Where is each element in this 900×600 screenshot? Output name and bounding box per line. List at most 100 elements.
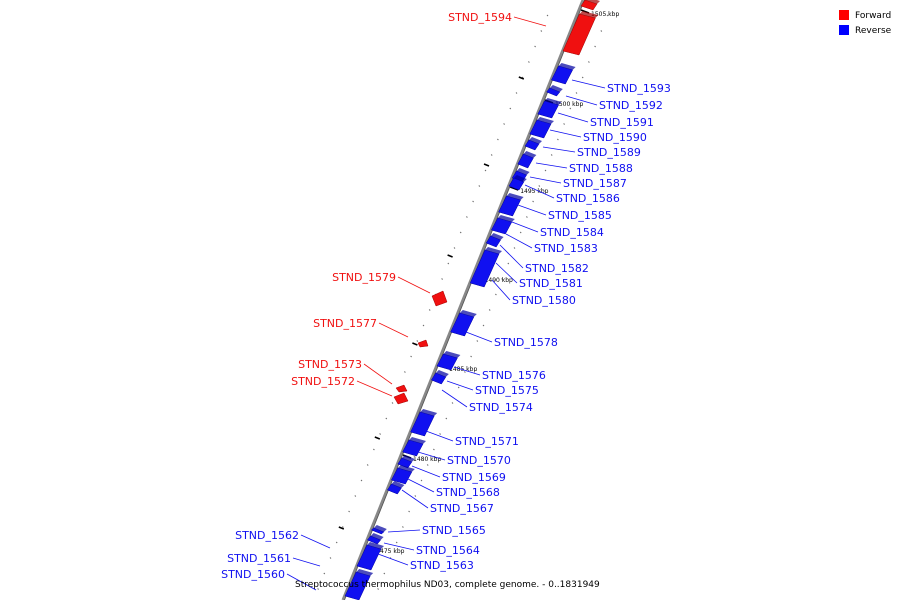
minor-tick-left <box>323 572 326 575</box>
minor-tick-right <box>420 479 423 482</box>
minor-tick-left <box>410 355 412 358</box>
label-leader-line <box>446 380 474 391</box>
label-leader-line <box>411 465 441 478</box>
gene-label: STND_1582 <box>525 262 589 275</box>
gene-label: STND_1565 <box>422 524 486 537</box>
minor-tick-left <box>428 309 431 311</box>
minor-tick-right <box>550 154 553 156</box>
minor-tick-right <box>445 417 448 420</box>
minor-tick-right <box>433 448 435 451</box>
forward-gene-block <box>393 392 409 405</box>
gene-label: STND_1583 <box>534 242 598 255</box>
forward-gene-block <box>395 384 408 393</box>
label-leader-line <box>565 95 598 106</box>
minor-tick-right <box>588 61 590 63</box>
minor-tick-right <box>575 92 578 94</box>
minor-tick-left <box>497 138 499 141</box>
gene-block-face <box>579 11 599 18</box>
gene-block-face <box>516 168 530 175</box>
minor-tick-left <box>391 402 394 404</box>
forward-gene-block <box>417 339 429 348</box>
label-leader-line <box>407 478 435 493</box>
minor-tick-left <box>335 541 338 544</box>
minor-tick-right <box>495 293 497 296</box>
minor-tick-right <box>600 30 603 32</box>
label-leader-line <box>499 244 524 269</box>
label-leader-line <box>571 79 606 89</box>
minor-tick-right <box>377 588 379 590</box>
gene-label: STND_1584 <box>540 226 604 239</box>
gene-label: STND_1587 <box>563 177 627 190</box>
gene-label: STND_1568 <box>436 486 500 499</box>
minor-tick-left <box>404 371 406 373</box>
minor-tick-left <box>503 123 505 125</box>
label-leader-line <box>300 534 331 549</box>
gene-label: STND_1578 <box>494 336 558 349</box>
major-tick <box>374 436 381 440</box>
gene-label: STND_1569 <box>442 471 506 484</box>
gene-block-face <box>373 525 387 532</box>
gene-block-face <box>401 455 415 462</box>
gene-label: STND_1560 <box>221 568 285 581</box>
minor-tick-left <box>540 30 543 32</box>
minor-tick-right <box>439 433 441 435</box>
minor-tick-left <box>521 76 524 79</box>
minor-tick-left <box>459 231 462 234</box>
reverse-gene-block <box>450 312 475 337</box>
label-leader-line <box>491 279 511 301</box>
label-leader-line <box>495 262 518 284</box>
gene-label: STND_1575 <box>475 384 539 397</box>
minor-tick-left <box>472 200 474 203</box>
label-leader-line <box>401 489 429 509</box>
minor-tick-right <box>526 216 528 218</box>
minor-tick-right <box>414 495 417 497</box>
gene-label: STND_1570 <box>447 454 511 467</box>
reverse-gene-block <box>491 217 513 235</box>
reverse-gene-block <box>344 571 371 600</box>
major-tick <box>447 254 453 258</box>
minor-tick-left <box>490 154 493 156</box>
minor-tick-right <box>501 278 503 280</box>
minor-tick-right <box>408 510 410 513</box>
gene-block-face <box>558 63 576 70</box>
minor-tick-right <box>383 572 386 575</box>
major-tick <box>518 76 525 80</box>
label-leader-line <box>292 557 321 567</box>
gene-label: STND_1593 <box>607 82 671 95</box>
gene-block-face <box>537 117 554 124</box>
minor-tick-left <box>317 588 319 590</box>
gene-block-face <box>409 437 426 444</box>
legend-label: Reverse <box>855 26 892 36</box>
gene-label: STND_1592 <box>599 99 663 112</box>
kbp-marker-label: 1480 kbp <box>413 456 441 463</box>
label-leader-line <box>529 176 562 184</box>
gene-label: STND_1561 <box>227 552 291 565</box>
minor-tick-left <box>453 247 456 249</box>
reverse-gene-block <box>485 235 501 248</box>
minor-tick-left <box>484 169 487 172</box>
label-leader-line <box>363 363 393 385</box>
gene-label: STND_1586 <box>556 192 620 205</box>
reverse-gene-block <box>537 100 559 119</box>
reverse-gene-block <box>529 119 552 139</box>
minor-tick-right <box>451 402 454 404</box>
gene-label: STND_1577 <box>313 317 377 330</box>
gene-label: STND_1563 <box>410 559 474 572</box>
label-leader-line <box>453 366 481 376</box>
reverse-gene-block <box>551 65 573 85</box>
legend-swatch <box>839 10 849 20</box>
minor-tick-left <box>329 557 332 559</box>
minor-tick-right <box>426 464 429 466</box>
minor-tick-left <box>422 324 425 327</box>
minor-tick-right <box>476 340 479 342</box>
gene-label: STND_1564 <box>416 544 480 557</box>
label-leader-line <box>549 129 582 138</box>
minor-tick-left <box>348 510 350 513</box>
gene-block-face <box>549 85 563 92</box>
minor-tick-left <box>441 278 443 280</box>
minor-tick-left <box>447 262 450 265</box>
minor-tick-left <box>478 185 481 187</box>
minor-tick-left <box>342 526 344 528</box>
gene-label: STND_1581 <box>519 277 583 290</box>
